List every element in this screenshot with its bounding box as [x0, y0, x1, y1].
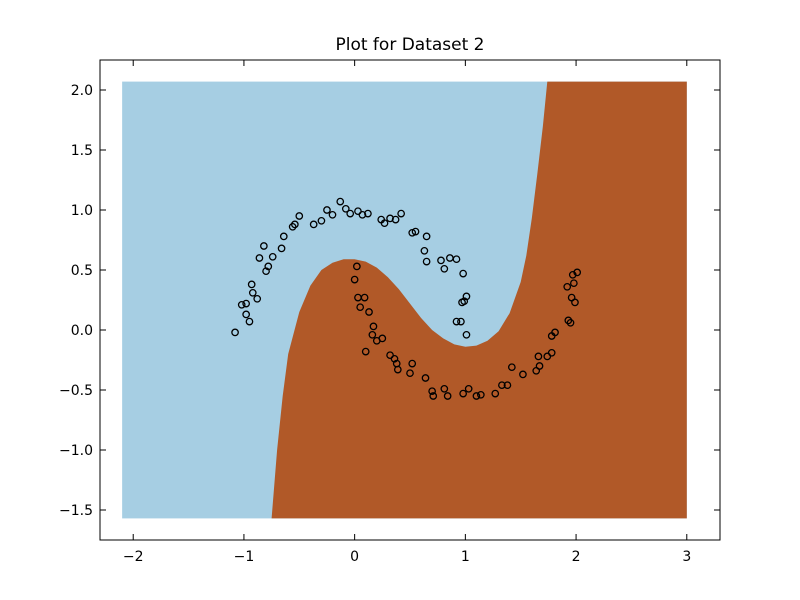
x-tick-label: 0	[350, 549, 359, 565]
data-point	[420, 246, 429, 255]
data-point	[457, 317, 465, 326]
data-point	[255, 254, 264, 262]
decision-region-class-1	[271, 81, 687, 519]
data-point	[397, 209, 405, 218]
data-point	[268, 252, 277, 261]
data-point	[408, 228, 417, 237]
data-point	[570, 279, 578, 288]
data-point	[328, 210, 337, 219]
data-point	[245, 317, 254, 326]
data-point	[519, 370, 527, 379]
data-point	[242, 299, 250, 308]
x-tick-label: 1	[461, 549, 470, 565]
data-point	[393, 365, 402, 374]
data-point	[421, 374, 430, 382]
data-point	[428, 387, 436, 396]
data-point	[291, 220, 299, 229]
data-point	[317, 216, 326, 225]
x-tick-label: −2	[123, 549, 144, 565]
data-point	[566, 318, 575, 327]
data-point	[288, 222, 297, 231]
data-point	[369, 322, 378, 331]
y-tick-label: −1.5	[59, 503, 93, 519]
data-point	[411, 227, 420, 236]
data-point	[248, 288, 257, 297]
data-point	[408, 359, 417, 368]
data-point	[350, 275, 359, 284]
data-point	[391, 215, 400, 224]
data-point	[323, 206, 331, 214]
data-point	[551, 328, 559, 337]
data-point	[406, 369, 414, 378]
y-tick-label: −1.0	[59, 443, 93, 459]
data-point	[462, 292, 471, 301]
data-point	[231, 328, 239, 337]
data-point	[247, 280, 256, 289]
data-point	[459, 269, 467, 278]
data-point	[364, 209, 372, 218]
data-point	[498, 381, 506, 390]
data-point	[380, 219, 389, 228]
data-point	[573, 268, 582, 277]
data-point	[279, 232, 288, 241]
data-point	[386, 214, 394, 223]
y-tick-label: 1.5	[71, 143, 93, 159]
data-point	[440, 384, 449, 393]
data-point	[508, 363, 516, 372]
y-tick-label: 0.0	[71, 323, 93, 339]
data-point	[503, 381, 512, 390]
data-point	[535, 362, 544, 370]
data-point	[563, 282, 572, 291]
data-point	[534, 352, 543, 361]
data-point	[437, 256, 445, 265]
data-point	[547, 348, 556, 357]
data-point	[378, 334, 387, 343]
data-point	[242, 310, 250, 319]
data-point	[336, 197, 345, 206]
data-point	[264, 262, 273, 271]
data-point	[422, 257, 431, 266]
data-point	[472, 392, 481, 400]
plot-area: −2 −1 0 1 2 3 −1.5 −1.0 −0.5 0.0 0.5 1.0 1.5 2.0	[59, 59, 721, 565]
data-point	[353, 262, 361, 271]
data-point	[464, 384, 473, 393]
axes-frame	[99, 59, 721, 541]
data-point	[422, 232, 431, 241]
data-point	[360, 293, 369, 302]
data-point	[443, 392, 452, 400]
data-point	[365, 308, 373, 316]
data-point	[237, 300, 246, 309]
data-point	[295, 212, 304, 220]
data-point	[571, 298, 579, 307]
y-tick-label: −0.5	[59, 383, 93, 399]
data-point	[346, 209, 355, 218]
data-point	[253, 294, 262, 303]
data-point	[341, 204, 350, 213]
data-point	[260, 242, 268, 250]
x-tick-label: 2	[572, 549, 581, 565]
data-point	[452, 255, 461, 264]
y-tick-label: 2.0	[71, 83, 93, 99]
data-point	[429, 392, 438, 400]
data-point	[564, 316, 573, 325]
data-point	[309, 220, 318, 229]
data-point	[459, 389, 467, 398]
data-point	[477, 390, 485, 399]
data-point	[368, 330, 377, 339]
y-tick-label: 0.5	[71, 263, 93, 279]
data-series-0	[231, 197, 582, 400]
data-point	[452, 317, 461, 326]
x-tick-label: −1	[234, 549, 255, 565]
data-point	[277, 244, 286, 253]
data-point	[358, 210, 367, 219]
data-point	[361, 347, 370, 356]
data-point	[491, 389, 500, 398]
data-point	[440, 264, 449, 273]
data-point	[462, 330, 471, 339]
x-tick-label: 3	[682, 549, 691, 565]
data-point	[356, 303, 365, 312]
y-tick-label: 1.0	[71, 203, 93, 219]
chart-title: Plot for Dataset 2	[335, 35, 484, 55]
